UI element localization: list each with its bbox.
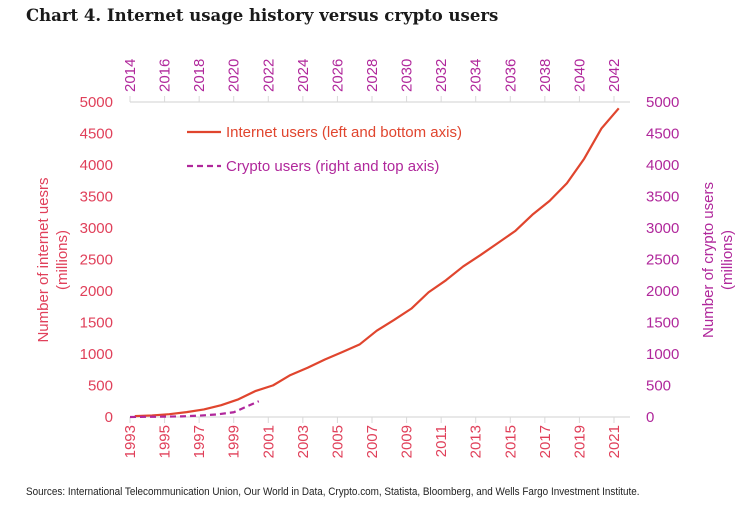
top-tick-label: 2030 — [399, 59, 416, 92]
bottom-tick-label: 1993 — [122, 425, 139, 458]
legend-internet-label: Internet users (left and bottom axis) — [226, 124, 462, 141]
right-tick-label: 0 — [646, 409, 654, 426]
bottom-tick-label: 1997 — [191, 425, 208, 458]
top-tick-label: 2016 — [157, 59, 174, 92]
top-tick-label: 2024 — [295, 59, 312, 92]
right-tick-label: 2500 — [646, 252, 679, 269]
internet-users-line — [134, 107, 620, 418]
top-tick-label: 2020 — [226, 59, 243, 92]
bottom-tick-label: 1995 — [157, 425, 174, 458]
top-tick-label: 2042 — [606, 59, 623, 92]
top-tick-label: 2026 — [329, 59, 346, 92]
bottom-tick-label: 2017 — [537, 425, 554, 458]
right-axis-title: (millions) — [719, 230, 736, 290]
right-tick-label: 3000 — [646, 220, 679, 237]
bottom-tick-label: 2007 — [364, 425, 381, 458]
crypto-users-line — [129, 400, 260, 419]
top-tick-label: 2036 — [502, 59, 519, 92]
right-tick-label: 1500 — [646, 315, 679, 332]
top-tick-label: 2028 — [364, 59, 381, 92]
left-tick-label: 5000 — [80, 94, 113, 111]
bottom-tick-label: 2005 — [329, 425, 346, 458]
right-tick-label: 1000 — [646, 346, 679, 363]
left-tick-label: 3500 — [80, 189, 113, 206]
left-axis-title: (millions) — [54, 230, 71, 290]
right-tick-label: 500 — [646, 378, 671, 395]
chart-title: Chart 4. Internet usage history versus c… — [26, 6, 499, 25]
top-tick-label: 2034 — [468, 59, 485, 92]
bottom-tick-label: 2019 — [571, 425, 588, 458]
top-tick-label: 2018 — [191, 59, 208, 92]
source-note: Sources: International Telecommunication… — [26, 486, 640, 498]
right-tick-label: 4000 — [646, 157, 679, 174]
bottom-tick-label: 2001 — [260, 425, 277, 458]
left-axis-title: Number of internet uesrs — [35, 177, 52, 342]
bottom-tick-label: 1999 — [226, 425, 243, 458]
legend-crypto-label: Crypto users (right and top axis) — [226, 158, 439, 175]
left-tick-label: 4500 — [80, 126, 113, 143]
bottom-tick-label: 2011 — [433, 425, 450, 457]
top-tick-label: 2038 — [537, 59, 554, 92]
left-tick-label: 500 — [88, 378, 113, 395]
bottom-tick-label: 2021 — [606, 425, 623, 458]
right-tick-label: 3500 — [646, 189, 679, 206]
bottom-tick-label: 2003 — [295, 425, 312, 458]
top-tick-label: 2040 — [571, 59, 588, 92]
left-tick-label: 0 — [105, 409, 113, 426]
left-tick-label: 1000 — [80, 346, 113, 363]
bottom-tick-label: 2015 — [502, 425, 519, 458]
right-tick-label: 5000 — [646, 94, 679, 111]
right-tick-label: 4500 — [646, 126, 679, 143]
left-tick-label: 3000 — [80, 220, 113, 237]
top-tick-label: 2032 — [433, 59, 450, 92]
right-axis-title: Number of crypto users — [700, 182, 717, 338]
left-tick-label: 1500 — [80, 315, 113, 332]
bottom-tick-label: 2013 — [468, 425, 485, 458]
left-tick-label: 2000 — [80, 283, 113, 300]
left-tick-label: 2500 — [80, 252, 113, 269]
left-tick-label: 4000 — [80, 157, 113, 174]
top-tick-label: 2014 — [122, 59, 139, 92]
right-tick-label: 2000 — [646, 283, 679, 300]
top-tick-label: 2022 — [260, 59, 277, 92]
bottom-tick-label: 2009 — [399, 425, 416, 458]
